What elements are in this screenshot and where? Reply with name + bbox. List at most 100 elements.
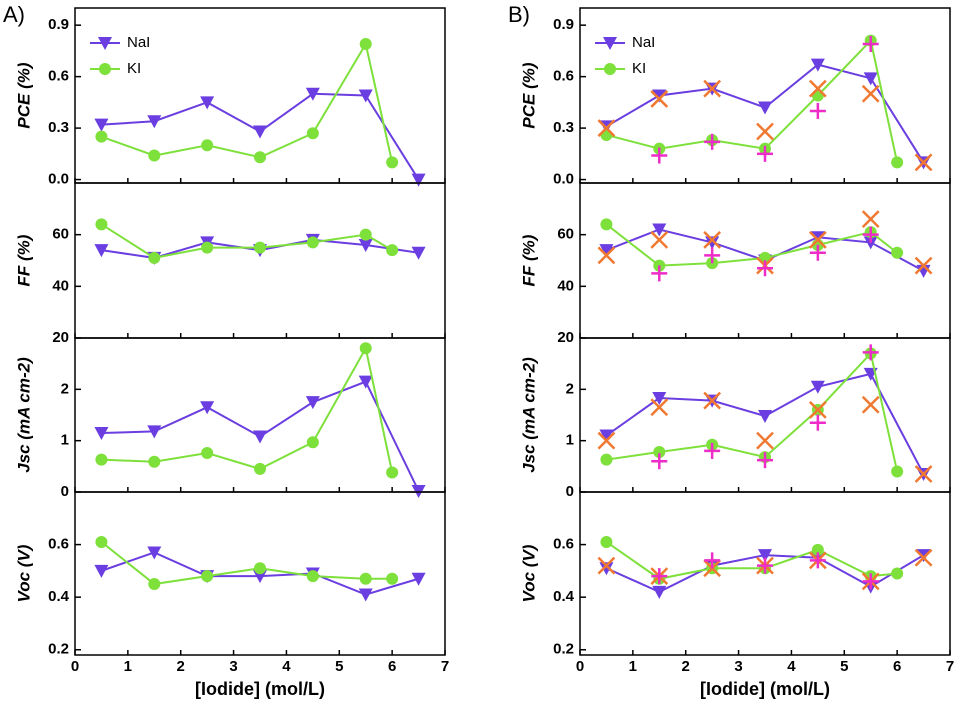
marker — [653, 445, 666, 458]
y-tick-label: 0 — [61, 483, 69, 500]
marker-stroke — [597, 119, 616, 137]
marker — [862, 344, 879, 361]
marker — [306, 570, 319, 583]
marker — [148, 251, 161, 264]
marker — [253, 125, 267, 139]
x-tick-label: 7 — [441, 658, 449, 675]
marker — [862, 226, 879, 243]
marker — [148, 149, 161, 162]
panel-label: B) — [508, 2, 530, 27]
marker — [808, 400, 827, 419]
marker — [201, 446, 214, 459]
marker-stroke — [914, 256, 933, 275]
marker — [386, 156, 399, 169]
marker — [757, 145, 773, 162]
marker — [94, 244, 109, 258]
legend-label: KI — [632, 60, 646, 77]
marker — [705, 236, 720, 250]
marker — [758, 549, 772, 563]
panel-frame — [579, 491, 951, 656]
marker — [359, 38, 372, 51]
marker-stroke — [914, 548, 933, 567]
x-tick-label: 3 — [734, 658, 742, 675]
marker — [148, 455, 161, 468]
marker-stroke — [808, 400, 827, 419]
marker — [809, 102, 826, 119]
legend-label: KI — [127, 60, 141, 77]
marker — [94, 564, 109, 578]
marker — [386, 466, 399, 479]
y-axis-label: FF (%) — [14, 234, 33, 286]
marker-stroke — [597, 431, 616, 450]
marker — [597, 556, 616, 575]
marker — [359, 342, 372, 355]
y-tick-label: 0.0 — [553, 171, 574, 188]
x-axis-label: [Iodide] (mol/L) — [195, 679, 325, 699]
y-tick-label: 0.3 — [553, 119, 574, 136]
marker — [306, 436, 319, 449]
marker — [757, 452, 773, 469]
marker — [600, 453, 613, 466]
marker — [704, 442, 721, 459]
marker-stroke — [650, 90, 669, 108]
marker — [891, 246, 904, 259]
marker — [147, 115, 162, 129]
marker — [891, 156, 904, 169]
marker — [914, 548, 933, 567]
x-tick-label: 0 — [576, 658, 584, 675]
marker — [359, 228, 372, 241]
marker — [358, 375, 373, 389]
legend-label: NaI — [127, 34, 150, 51]
y-tick-label: 40 — [557, 277, 574, 294]
x-tick-label: 5 — [840, 658, 848, 675]
marker — [652, 585, 667, 599]
marker — [652, 223, 667, 237]
y-axis-label: Voc (V) — [14, 544, 33, 602]
marker — [650, 230, 669, 249]
x-tick-label: 7 — [946, 658, 954, 675]
marker — [386, 572, 399, 585]
marker — [863, 236, 878, 250]
x-tick-label: 2 — [177, 658, 185, 675]
marker — [99, 63, 111, 75]
marker — [914, 256, 933, 275]
marker-stroke — [914, 465, 933, 483]
marker — [599, 429, 614, 443]
x-tick-label: 1 — [629, 658, 637, 675]
marker — [651, 453, 668, 470]
series-line — [101, 41, 394, 163]
y-axis-label: Jsc (mA cm-2) — [519, 357, 538, 473]
y-axis-label: FF (%) — [519, 234, 538, 286]
marker — [147, 425, 162, 439]
y-tick-label: 20 — [557, 329, 574, 346]
marker — [94, 118, 109, 132]
marker — [200, 96, 215, 110]
marker — [650, 398, 669, 417]
marker — [200, 401, 215, 415]
marker — [703, 391, 722, 410]
marker — [411, 572, 426, 586]
marker — [604, 63, 616, 75]
marker — [95, 535, 108, 548]
marker — [306, 127, 319, 140]
panel-frame — [74, 491, 446, 656]
y-tick-label: 0.6 — [553, 68, 574, 85]
marker — [600, 535, 613, 548]
marker — [704, 552, 721, 569]
legend-label: NaI — [632, 34, 655, 51]
x-tick-label: 0 — [71, 658, 79, 675]
y-tick-label: 0.0 — [48, 171, 69, 188]
marker — [703, 230, 722, 249]
series-line — [101, 345, 394, 473]
marker — [650, 90, 669, 108]
marker — [411, 246, 426, 260]
marker-stroke — [597, 246, 616, 265]
marker — [651, 265, 668, 282]
panel-label: A) — [3, 2, 25, 27]
marker — [916, 549, 931, 563]
marker — [861, 84, 880, 103]
marker — [254, 241, 266, 254]
y-tick-label: 60 — [557, 226, 574, 243]
marker — [758, 101, 772, 115]
